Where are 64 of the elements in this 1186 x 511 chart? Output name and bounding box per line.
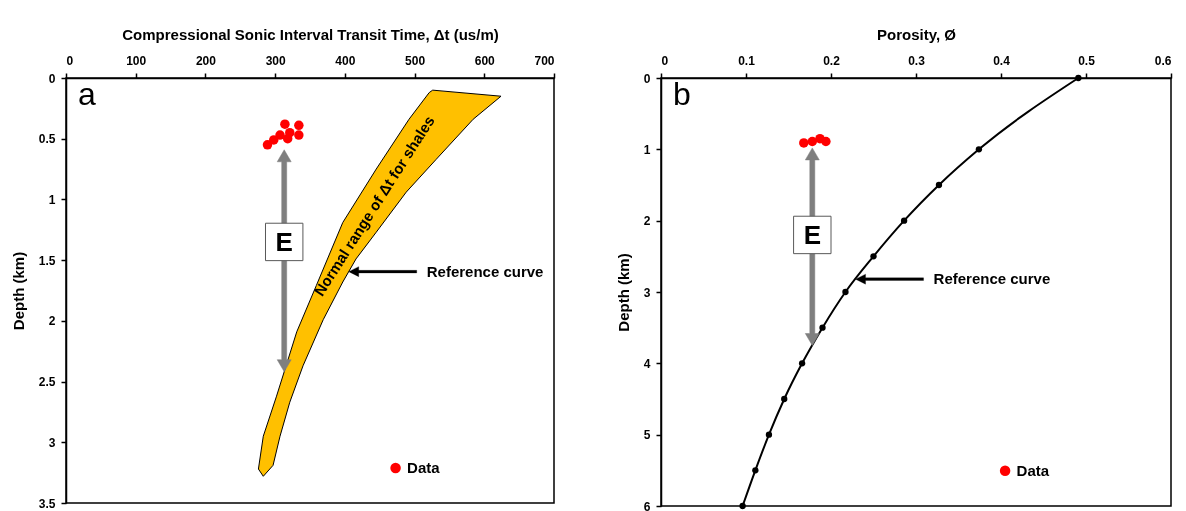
x-tick-label: 0.4 [993,53,1011,68]
y-tick-label: 1 [48,192,56,207]
x-tick-label: 600 [474,53,496,68]
y-tick-label: 4 [643,356,651,371]
y-axis-title: Depth (km) [614,253,632,332]
y-tick-label: 3.5 [38,496,56,511]
point [842,288,849,296]
x-tick-label: 0 [66,53,74,68]
point [739,502,746,510]
x-tick-label: 0.1 [738,53,756,68]
y-tick-label: 2 [643,214,651,229]
point [807,136,818,147]
point [275,130,285,140]
x-tick-label: 500 [405,53,426,68]
y-tick-label: 1.5 [38,253,56,268]
y-tick-label: 2.5 [38,375,56,390]
y-tick-label: 0 [643,71,651,86]
annotation: a [78,76,96,112]
y-tick-label: 2 [48,314,56,329]
y-tick-label: 1 [643,142,651,157]
y-tick-label: 3 [48,435,56,450]
point [819,324,826,331]
point [294,120,304,131]
point [781,395,788,403]
y-tick-label: 5 [643,428,651,443]
y-tick-label: 0 [48,71,56,86]
point [262,140,273,150]
y-tick-label: 0.5 [38,132,56,147]
point [752,467,759,474]
point [765,431,773,438]
annotation: E [803,219,821,250]
point [935,181,943,189]
point [870,253,877,260]
point [269,135,279,145]
x-tick-label: 0.5 [1078,53,1096,68]
x-tick-label: 0.2 [823,53,841,68]
x-axis-title: Porosity, Ø [877,25,957,43]
x-axis-title: Compressional Sonic Interval Transit Time, Δt (us/m) [122,25,499,43]
x-tick-label: 400 [335,53,356,68]
x-tick-label: 200 [195,53,217,68]
y-axis-title: Depth (km) [9,251,27,331]
point [975,146,983,153]
annotation: Reference curve [426,262,544,280]
point [798,360,806,367]
annotation: E [275,226,293,257]
legend-label: Data [1016,461,1050,479]
y-tick-label: 3 [643,285,651,300]
point [294,130,304,140]
x-tick-label: 300 [265,53,286,68]
point [799,138,809,148]
legend-label: Data [407,459,441,476]
x-tick-label: 0.3 [908,53,926,68]
point [900,217,908,224]
point [821,136,831,147]
x-tick-label: 100 [126,53,147,68]
x-tick-label: 0.6 [1154,53,1172,68]
annotation: Reference curve [933,270,1051,288]
y-tick-label: 6 [643,499,651,511]
point [282,133,293,144]
annotation: b [673,76,691,112]
point [280,119,290,129]
x-tick-label: 0 [661,53,669,68]
x-tick-label: 700 [534,53,555,68]
point [1075,74,1082,82]
